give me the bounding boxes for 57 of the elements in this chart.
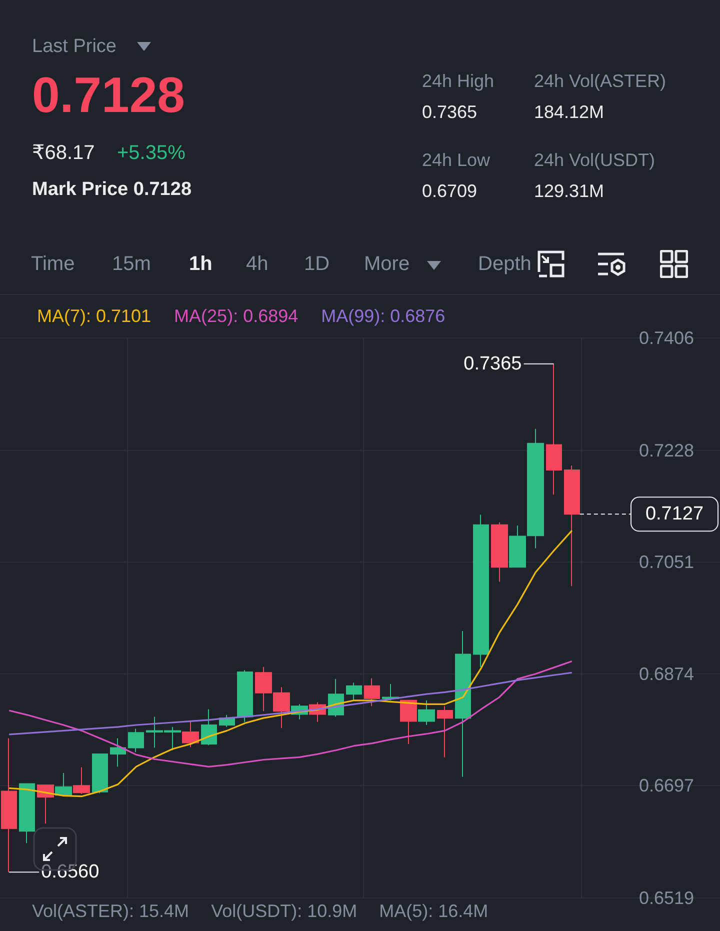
candlestick (110, 738, 126, 768)
text: 0.7128 (32, 67, 185, 123)
candlestick (73, 766, 90, 794)
line-series (8, 530, 573, 798)
text: 4h (246, 253, 268, 275)
line-series (8, 660, 573, 768)
candlestick (128, 728, 144, 753)
text: MA(5): 16.4M (379, 901, 488, 922)
text: +5.35% (117, 142, 186, 164)
y-tick-label: 0.7406 (639, 328, 694, 348)
line-series (8, 672, 573, 736)
candlestick (473, 514, 489, 668)
candlestick (364, 678, 380, 707)
candlestick (182, 721, 199, 748)
y-tick-label: 0.6697 (639, 776, 694, 796)
text: Vol(ASTER): 15.4M (32, 901, 190, 922)
candlestick (92, 754, 108, 794)
candlestick (1, 738, 17, 873)
candlestick (201, 708, 217, 746)
text: 0.6709 (422, 181, 478, 202)
text: MA(25): 0.6894 (174, 306, 298, 326)
annotation: 0.7365 (464, 353, 522, 374)
text: 24h Low (422, 150, 490, 171)
y-tick-label: 0.6519 (639, 888, 694, 908)
text: 184.12M (534, 102, 604, 123)
candlestick (400, 700, 417, 744)
text: Depth (478, 253, 532, 275)
candlestick (346, 682, 362, 701)
ref-line-label: 0.7127 (645, 504, 704, 525)
text: More (364, 253, 410, 275)
candlestick (55, 772, 72, 797)
text: Mark Price 0.7128 (32, 179, 192, 201)
y-tick-label: 0.7228 (639, 440, 694, 460)
candlestick (546, 363, 562, 496)
candlestick (437, 706, 453, 758)
y-tick-label: 0.7051 (639, 552, 694, 572)
text: MA(99): 0.6876 (321, 306, 446, 326)
text: 24h Vol(USDT) (534, 150, 656, 171)
text: 24h High (422, 71, 494, 92)
text: 24h Vol(ASTER) (534, 71, 666, 92)
text: 129.31M (534, 181, 604, 202)
text: 1D (304, 253, 330, 275)
candlestick (418, 700, 435, 726)
candlestick (19, 783, 35, 844)
candlestick (237, 670, 253, 722)
text: 15m (112, 253, 151, 275)
text: Time (31, 253, 75, 275)
text: Vol(USDT): 10.9M (211, 901, 358, 922)
candlestick (455, 630, 471, 778)
text: 0.7365 (422, 102, 478, 123)
text: Last Price (32, 36, 116, 58)
candlestick (491, 522, 508, 582)
text: MA(7): 0.7101 (37, 306, 152, 326)
y-tick-label: 0.6874 (639, 664, 694, 684)
candlestick (564, 465, 580, 587)
text: 1h (189, 253, 212, 275)
text: ₹68.17 (32, 142, 95, 164)
